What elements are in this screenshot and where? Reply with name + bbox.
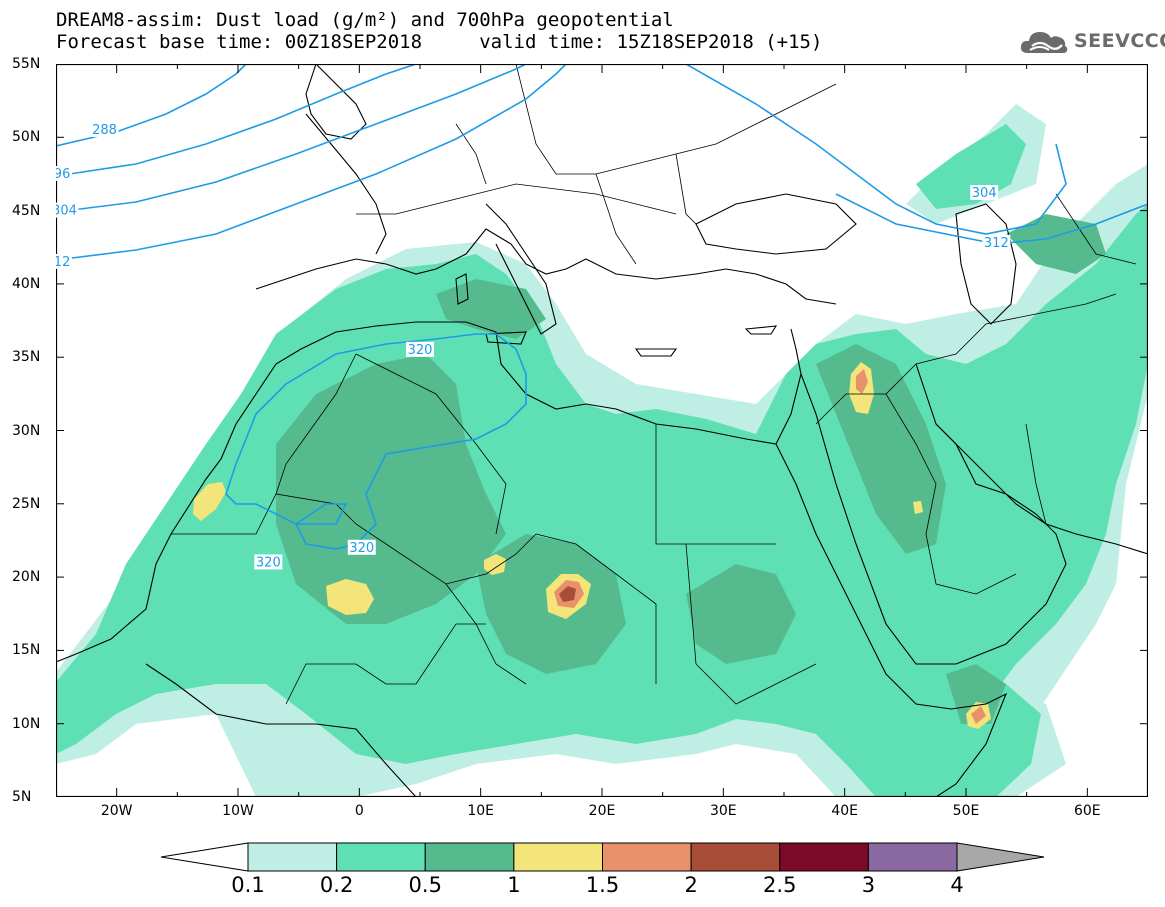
dust-area-level-3: [946, 664, 1006, 724]
contour-label: 288: [90, 121, 119, 138]
colorbar-segment: [602, 842, 692, 872]
colorbar-label: 4: [950, 873, 964, 897]
lat-tick-label: 30N: [12, 422, 41, 439]
dust-area-level-4: [484, 554, 506, 575]
lon-tick-label: 40E: [831, 803, 858, 819]
lon-tick-label: 30E: [709, 803, 737, 819]
lat-tick-label: 5N: [12, 789, 32, 805]
colorbar-label: 2.5: [763, 873, 797, 897]
contour-label-text: 304: [972, 186, 997, 201]
dust-area-level-6: [559, 586, 576, 602]
logo-text: SEEVCCC: [1074, 30, 1165, 52]
lat-tick-label: 50N: [12, 129, 41, 146]
contour-label-text: 12: [56, 255, 70, 270]
colorbar-segment: [513, 842, 603, 872]
colorbar-label: 0.1: [231, 873, 265, 897]
lon-tick-label: 10E: [467, 803, 494, 819]
axis-ticks: [56, 64, 1148, 797]
contour-labels: 288 96 304 12 320 320 320 304 312: [56, 121, 1011, 570]
colorbar-label: 3: [861, 873, 876, 897]
dust-area-level-3: [436, 279, 546, 339]
colorbar-segment: [690, 842, 781, 872]
contour-label: 304: [970, 185, 999, 201]
dust-area-level-4: [326, 579, 374, 615]
dust-area-level-2: [916, 684, 1041, 797]
title-line-1: DREAM8-assim: Dust load (g/m²) and 700hP…: [56, 9, 674, 31]
colorbar-over-triangle: [956, 842, 1045, 872]
lat-tick-label: 25N: [12, 495, 41, 512]
dust-area-level-3: [686, 564, 796, 664]
dust-area-level-3: [816, 344, 946, 554]
contour-label: 320: [406, 341, 434, 358]
colorbar-label: 0.2: [319, 873, 354, 897]
colorbar-segment: [867, 842, 958, 872]
lat-tick-label: 10N: [12, 715, 41, 732]
title-line-2: Forecast base time: 00Z18SEP2018 valid t…: [56, 31, 823, 53]
lat-tick-label: 20N: [12, 569, 41, 586]
dust-area-level-4: [913, 501, 923, 514]
contour-label-text: 304: [56, 204, 77, 219]
contour-label-text: 320: [349, 541, 374, 556]
contour-label: 12: [56, 253, 73, 270]
contour-label: 312: [982, 234, 1011, 251]
lat-tick-label: 40N: [12, 275, 41, 292]
colorbar-under-triangle: [160, 842, 249, 872]
contour-label: 320: [347, 539, 376, 556]
colorbar-label: 2: [684, 873, 698, 897]
lat-tick-label: 35N: [12, 349, 41, 366]
dust-load-map: 288 96 304 12 320 320 320 304 312: [56, 64, 1148, 797]
dust-area-level-2: [916, 124, 1026, 209]
contour-label-text: 288: [92, 123, 117, 138]
country-borders: [171, 64, 1137, 705]
seevccc-logo: SEEVCCC: [1018, 26, 1165, 56]
lon-tick-label: 60E: [1073, 803, 1101, 819]
dust-area-level-4: [193, 482, 226, 521]
contour-label-text: 312: [984, 236, 1009, 251]
contour-label-text: 320: [408, 343, 433, 358]
lon-tick-label: 10W: [222, 803, 254, 819]
lat-tick-label: 55N: [12, 56, 41, 72]
colorbar-label: 1: [507, 873, 521, 897]
colorbar-label: 0.5: [408, 873, 442, 897]
lat-tick-label: 15N: [12, 642, 41, 659]
colorbar-label: 1.5: [585, 873, 620, 897]
cloud-icon: [1020, 32, 1068, 53]
contour-label-text: 96: [56, 167, 70, 182]
colorbar-segment: [247, 842, 338, 872]
lon-tick-label: 20E: [588, 803, 616, 819]
geopotential-contours: [56, 64, 1148, 550]
lon-tick-label: 50E: [952, 803, 980, 819]
colorbar-segment: [779, 842, 869, 872]
lat-tick-label: 45N: [12, 202, 41, 219]
dust-area-level-5: [971, 706, 986, 724]
dust-area-level-3: [276, 354, 506, 624]
lon-tick-label: 0: [354, 803, 364, 819]
colorbar: [160, 842, 1045, 872]
coastlines: [56, 64, 1148, 797]
colorbar-segment: [424, 842, 515, 872]
dust-area-level-2: [56, 204, 1148, 797]
lon-tick-label: 20W: [100, 803, 133, 819]
contour-label-text: 320: [256, 555, 281, 570]
contour-label: 96: [56, 165, 73, 182]
dust-area-level-5: [856, 369, 868, 394]
contour-label: 304: [56, 202, 79, 219]
contour-label: 320: [254, 554, 283, 570]
colorbar-segment: [336, 842, 426, 872]
